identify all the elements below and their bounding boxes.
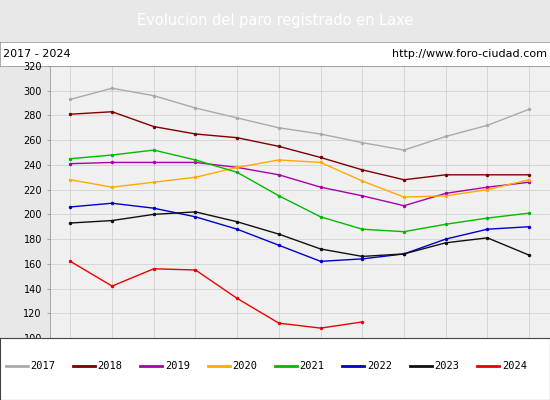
- Text: 2020: 2020: [232, 361, 257, 371]
- Text: 2019: 2019: [165, 361, 190, 371]
- Text: 2018: 2018: [98, 361, 123, 371]
- Text: 2024: 2024: [502, 361, 527, 371]
- Text: 2017: 2017: [30, 361, 55, 371]
- Text: http://www.foro-ciudad.com: http://www.foro-ciudad.com: [392, 49, 547, 59]
- Text: 2022: 2022: [367, 361, 392, 371]
- Text: 2017 - 2024: 2017 - 2024: [3, 49, 70, 59]
- Text: 2021: 2021: [300, 361, 324, 371]
- Text: 2023: 2023: [434, 361, 459, 371]
- Text: Evolucion del paro registrado en Laxe: Evolucion del paro registrado en Laxe: [137, 14, 413, 28]
